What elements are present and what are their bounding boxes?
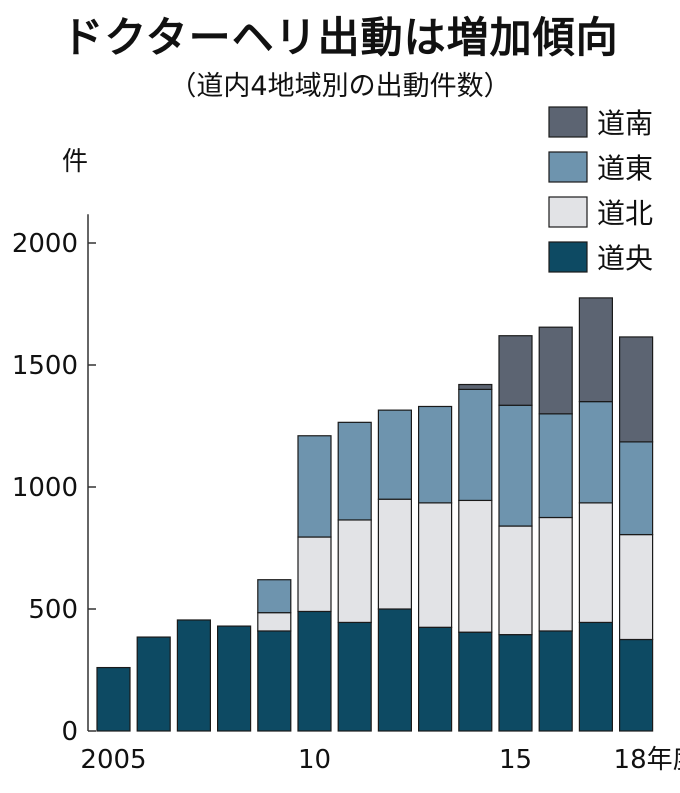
bar-segment-2018-道央 [618,638,654,732]
bar-segment-2011-道北 [337,519,372,624]
bar-segment-2016-道北 [538,516,573,632]
bar-segment-2006-道央 [136,636,171,732]
bar-segment-2012-道北 [377,498,412,610]
bar-segment-2013-道東 [418,405,453,504]
bar-segment-2015-道北 [498,525,533,636]
legend-swatch-道南 [548,106,588,138]
legend-label-道東: 道東 [597,152,653,185]
bar-segment-2018-道南 [618,336,654,443]
bar-segment-2016-道南 [538,326,573,415]
x-tick-label: 10 [298,745,331,775]
bar-segment-2017-道北 [578,502,614,624]
y-tick-label: 1000 [12,473,78,503]
bar-segment-2017-道東 [578,401,614,504]
y-tick-label: 0 [61,717,78,747]
bar-segment-2011-道東 [337,421,372,521]
bar-segment-2012-道央 [377,608,412,732]
x-tick-label: 18年度 [614,745,680,775]
bar-segment-2017-道央 [578,621,614,732]
bar-segment-2010-道東 [297,435,332,538]
bar-segment-2011-道央 [337,621,372,732]
bar-segment-2009-道央 [257,630,292,732]
bar-segment-2015-道央 [498,634,533,732]
bar-segment-2015-道南 [498,335,533,406]
bar-segment-2014-道央 [458,631,493,732]
legend-label-道央: 道央 [597,242,653,275]
bar-segment-2010-道央 [297,610,332,732]
chart-subtitle: （道内4地域別の出動件数） [169,71,511,102]
bar-segment-2014-道北 [458,499,493,633]
bar-segment-2016-道東 [538,413,573,519]
bar-segment-2015-道東 [498,404,533,527]
bar-segment-2018-道東 [618,441,654,536]
bar-segment-2013-道北 [418,502,453,628]
y-tick-label: 1500 [12,351,78,381]
bar-segment-2012-道東 [377,409,412,500]
bar-segment-2010-道北 [297,536,332,613]
bar-segment-2007-道央 [176,619,211,732]
y-axis-unit-label: 件 [62,147,88,177]
bar-segment-2014-道南 [458,383,493,390]
bar-segment-2018-道北 [618,533,654,641]
legend-swatch-道央 [548,241,588,273]
bar-segment-2008-道央 [217,625,252,732]
bar-segment-2013-道央 [418,626,453,732]
y-tick-label: 500 [28,595,78,625]
bar-segment-2016-道央 [538,630,573,732]
bar-segment-2017-道南 [578,297,614,403]
bar-segment-2009-道北 [257,612,292,632]
x-tick-label: 15 [499,745,532,775]
legend-label-道南: 道南 [597,107,653,140]
legend-label-道北: 道北 [597,197,653,230]
chart-title: ドクターヘリ出動は増加傾向 [61,13,619,62]
bar-segment-2014-道東 [458,388,493,502]
x-tick-label: 2005 [80,745,146,775]
y-tick-label: 2000 [12,229,78,259]
bar-segment-2005-道央 [96,666,131,732]
legend-swatch-道北 [548,196,588,228]
bar-segment-2009-道東 [257,579,292,614]
legend-swatch-道東 [548,151,588,183]
